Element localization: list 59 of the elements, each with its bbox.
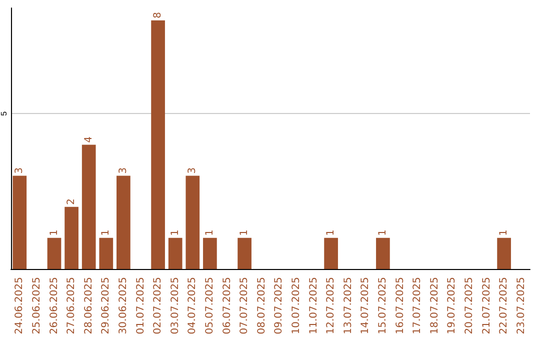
x-tick-label: 07.07.2025 [239, 277, 250, 334]
bar [116, 176, 130, 269]
x-tick-label: 24.06.2025 [14, 277, 26, 334]
bar [168, 238, 182, 269]
x-tick-label: 29.06.2025 [100, 277, 112, 334]
x-tick-label: 27.06.2025 [66, 277, 78, 334]
x-tick-label: 11.07.2025 [308, 277, 320, 334]
bar [82, 144, 96, 269]
bar [151, 20, 165, 269]
x-tick-label: 21.07.2025 [481, 277, 492, 334]
data-label: 1 [326, 230, 337, 236]
data-label: 3 [118, 167, 129, 174]
bar [186, 176, 200, 269]
bar [238, 238, 252, 269]
x-tick-label: 25.06.2025 [31, 277, 42, 334]
y-tick-label: 5 [0, 110, 8, 116]
data-label: 1 [498, 230, 510, 236]
data-label: 3 [187, 167, 198, 174]
x-tick-label: 01.07.2025 [135, 277, 146, 334]
data-label: 1 [204, 230, 216, 236]
x-tick-label: 04.07.2025 [187, 277, 198, 334]
data-label: 1 [239, 230, 250, 236]
x-tick-label: 18.07.2025 [429, 277, 440, 334]
bar [203, 238, 217, 269]
bar [324, 238, 338, 269]
bar [497, 238, 511, 269]
bar [47, 238, 62, 269]
x-tick-label: 14.07.2025 [360, 277, 372, 334]
data-label: 1 [170, 230, 181, 236]
x-tick-label: 15.07.2025 [377, 277, 388, 334]
bar [64, 206, 78, 269]
x-tick-label: 02.07.2025 [152, 277, 164, 334]
bar [376, 238, 390, 269]
x-tick-label: 03.07.2025 [170, 277, 181, 334]
x-tick-label: 08.07.2025 [256, 277, 268, 334]
x-tick-label: 13.07.2025 [342, 277, 354, 334]
x-tick-label: 26.06.2025 [48, 277, 60, 334]
data-label: 3 [14, 167, 26, 174]
x-tick-label: 06.07.2025 [222, 277, 233, 334]
data-label: 2 [66, 198, 78, 205]
x-tick-label: 22.07.2025 [498, 277, 510, 334]
x-tick-label: 16.07.2025 [394, 277, 406, 334]
data-label: 8 [152, 12, 164, 18]
bar [12, 176, 27, 269]
x-tick-label: 28.06.2025 [83, 277, 94, 334]
data-label: 1 [100, 230, 112, 236]
x-tick-label: 20.07.2025 [464, 277, 475, 334]
x-tick-label: 19.07.2025 [446, 277, 458, 334]
data-label: 4 [83, 136, 94, 143]
x-tick-label: 05.07.2025 [204, 277, 216, 334]
x-tick-label: 09.07.2025 [274, 277, 285, 334]
x-tick-label: 10.07.2025 [290, 277, 302, 334]
x-tick-label: 12.07.2025 [326, 277, 337, 334]
x-tick-label: 30.06.2025 [118, 277, 129, 334]
x-tick-label: 23.07.2025 [516, 277, 527, 334]
bar [99, 238, 114, 269]
x-tick-label: 17.07.2025 [412, 277, 424, 334]
data-label: 1 [377, 230, 388, 236]
data-label: 1 [48, 230, 60, 236]
